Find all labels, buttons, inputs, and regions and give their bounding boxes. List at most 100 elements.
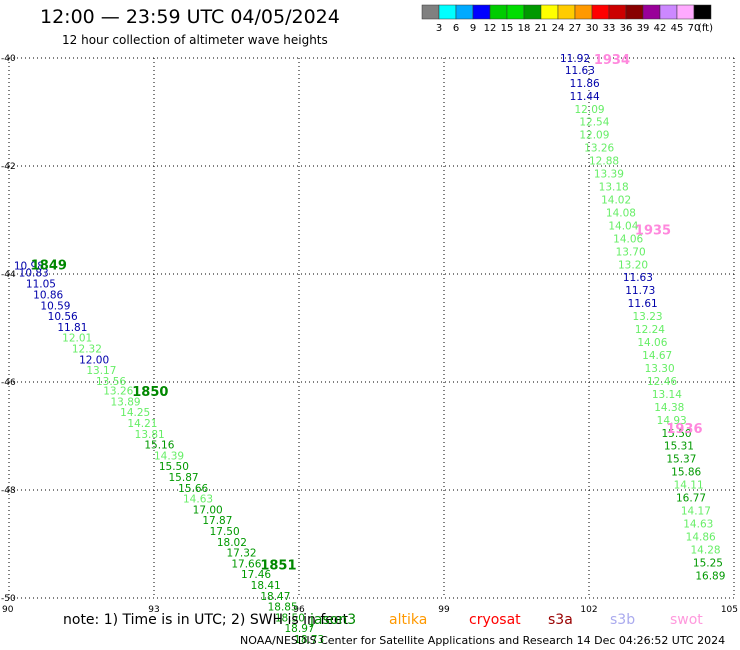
data-point-label: 13.26 [584, 143, 614, 155]
data-point-label: 11.63 [623, 272, 653, 284]
colorbar-swatch [489, 4, 508, 20]
colorbar-swatch [693, 4, 712, 20]
colorbar-swatch [540, 4, 559, 20]
data-point-label: 14.08 [606, 207, 636, 219]
colorbar-label: 15 [501, 23, 514, 34]
colorbar-label: 6 [453, 23, 459, 34]
y-tick-label: -46 [1, 378, 16, 388]
satellite-legend-swot: swot [670, 612, 703, 628]
page-title: 12:00 — 23:59 UTC 04/05/2024 [40, 6, 340, 28]
data-point-label: 14.25 [120, 407, 150, 419]
colorbar-swatch [421, 4, 440, 20]
data-point-label: 16.77 [676, 493, 706, 505]
y-tick-label: -48 [1, 486, 16, 496]
y-tick-label: -42 [1, 162, 16, 172]
data-point-label: 18.50 [275, 612, 305, 624]
satellite-legend-s3a: s3a [548, 612, 573, 628]
data-point-label: 16.89 [695, 570, 725, 582]
x-tick-label: 96 [293, 605, 305, 615]
data-point-label: 18.47 [260, 591, 290, 603]
colorbar-label: 33 [603, 23, 616, 34]
data-point-label: 18.02 [217, 537, 247, 549]
data-point-label: 11.61 [628, 298, 658, 310]
data-point-label: 13.20 [618, 259, 648, 271]
data-point-label: 14.67 [642, 350, 672, 362]
colorbar-label: 42 [654, 23, 667, 34]
pass-time-label: 1935 [635, 224, 671, 239]
chart-grid [8, 57, 735, 599]
x-tick-label: 105 [721, 605, 738, 615]
data-point-label: 14.11 [674, 480, 704, 492]
data-point-label: 10.86 [33, 290, 63, 302]
data-point-label: 13.56 [96, 376, 126, 388]
data-point-label: 18.41 [251, 580, 281, 592]
data-point-label: 15.16 [144, 440, 174, 452]
data-point-label: 13.30 [645, 363, 675, 375]
data-point-label: 14.06 [613, 233, 643, 245]
pass-time-label: 1851 [260, 559, 296, 574]
colorbar-swatch [676, 4, 695, 20]
data-point-label: 15.31 [664, 441, 694, 453]
colorbar-label: 18 [518, 23, 531, 34]
data-point-label: 15.37 [666, 454, 696, 466]
x-tick-label: 93 [148, 605, 159, 615]
x-tick-label: 102 [580, 605, 597, 615]
data-point-label: 11.44 [570, 91, 600, 103]
footer-note: note: 1) Time is in UTC; 2) SWH is in fe… [63, 612, 349, 628]
data-point-label: 15.50 [159, 461, 189, 473]
data-point-label: 12.46 [647, 376, 677, 388]
data-point-label: 14.63 [683, 518, 713, 530]
data-point-label: 13.70 [616, 246, 646, 258]
colorbar-swatch [591, 4, 610, 20]
y-tick-label: -44 [1, 270, 16, 280]
data-point-label: 10.98 [14, 260, 44, 272]
colorbar-swatch [574, 4, 593, 20]
satellite-legend-cryosat: cryosat [469, 612, 521, 628]
colorbar-swatch [642, 4, 661, 20]
data-point-label: 14.21 [127, 418, 157, 430]
data-point-label: 11.73 [625, 285, 655, 297]
data-point-label: 11.05 [26, 279, 56, 291]
data-point-label: 13.89 [111, 396, 141, 408]
data-point-label: 11.92 [560, 53, 590, 65]
data-point-label: 14.04 [608, 220, 638, 232]
colorbar-swatch [438, 4, 457, 20]
data-point-label: 14.63 [183, 494, 213, 506]
colorbar-label: 27 [569, 23, 582, 34]
data-point-label: 13.26 [103, 386, 133, 398]
colorbar-label: 12 [484, 23, 497, 34]
data-point-label: 12.09 [579, 130, 609, 142]
data-point-label: 18.85 [268, 602, 298, 614]
colorbar-unit: (ft) [698, 23, 713, 34]
colorbar-label: 45 [671, 23, 684, 34]
data-point-label: 17.32 [227, 548, 257, 560]
pass-time-label: 1934 [594, 53, 630, 68]
data-point-label: 10.59 [40, 300, 70, 312]
colorbar-swatch [523, 4, 542, 20]
data-point-label: 12.00 [79, 354, 109, 366]
data-point-label: 12.32 [72, 344, 102, 356]
data-point-label: 13.17 [86, 365, 116, 377]
y-tick-label: -40 [1, 54, 16, 64]
page-subtitle: 12 hour collection of altimeter wave hei… [62, 33, 328, 47]
colorbar-swatch [455, 4, 474, 20]
data-point-label: 13.39 [594, 169, 624, 181]
data-point-label: 17.46 [241, 569, 271, 581]
colorbar-swatch [557, 4, 576, 20]
colorbar-label: 39 [637, 23, 650, 34]
pass-time-labels: 1849 1850 1851 1934 1935 1936 [31, 53, 703, 573]
data-point-label: 14.93 [657, 415, 687, 427]
colorbar-swatch [659, 4, 678, 20]
colorbar-label: 9 [470, 23, 476, 34]
pass-time-label: 1849 [31, 258, 67, 273]
data-point-label: 10.83 [19, 267, 49, 279]
data-point-label: 14.38 [654, 402, 684, 414]
data-point-label: 15.66 [178, 483, 208, 495]
colorbar-legend: 3 6 9 12 15 18 21 24 27 30 33 36 39 42 45 70(ft) [421, 4, 713, 34]
colorbar-swatch [608, 4, 627, 20]
data-point-label: 14.39 [154, 450, 184, 462]
pass-time-label: 1850 [132, 385, 168, 400]
data-point-label: 12.24 [635, 324, 665, 336]
satellite-legend-jason3: jason3 [310, 612, 357, 628]
